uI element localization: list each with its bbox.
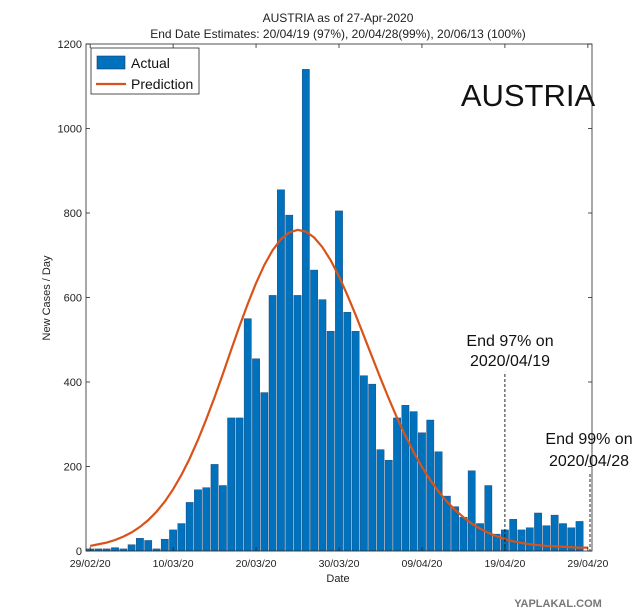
x-tick-label-5: 19/04/20 — [484, 558, 525, 570]
bar-day-40 — [418, 432, 426, 552]
y-tick-label-600: 600 — [64, 293, 82, 305]
bar-day-37 — [393, 417, 401, 552]
legend: Actual Prediction — [90, 47, 200, 95]
country-label: AUSTRIA — [461, 78, 596, 113]
annotation-97-line2: 2020/04/19 — [470, 353, 550, 370]
x-tick-label-0: 29/02/20 — [70, 558, 111, 570]
bar-day-39 — [409, 411, 418, 552]
bar-day-22 — [268, 295, 277, 552]
bar-day-51 — [509, 519, 518, 552]
annotation-97-line1: End 97% on — [466, 333, 553, 350]
legend-actual-label: Actual — [131, 55, 170, 71]
bar-day-30 — [335, 210, 343, 552]
x-tick-label-1: 10/03/20 — [153, 558, 194, 570]
bar-day-20 — [252, 358, 260, 552]
y-axis-ticks: 0 200 400 600 800 1000 1200 — [58, 39, 592, 558]
x-axis-label: Date — [326, 573, 349, 585]
bar-day-26 — [301, 69, 310, 552]
annotation-99-line2: 2020/04/28 — [549, 453, 629, 470]
y-tick-label-1200: 1200 — [58, 39, 82, 51]
bar-day-45 — [459, 517, 468, 552]
watermark-box — [484, 593, 632, 611]
bar-day-36 — [384, 459, 393, 552]
bar-day-38 — [401, 405, 410, 552]
bar-day-42 — [434, 451, 443, 552]
bar-day-52 — [517, 529, 526, 552]
y-tick-label-200: 200 — [64, 462, 82, 474]
x-tick-label-3: 30/03/20 — [319, 558, 360, 570]
watermark-text: YAPLAKAL.COM — [514, 598, 602, 610]
bar-day-31 — [343, 312, 352, 552]
bar-day-55 — [542, 525, 551, 552]
bar-day-28 — [318, 299, 327, 552]
chart-title: AUSTRIA as of 27-Apr-2020 — [263, 11, 414, 25]
y-tick-label-1000: 1000 — [58, 124, 82, 136]
bar-day-14 — [202, 487, 211, 552]
bar-day-13 — [194, 489, 202, 552]
bar-day-3 — [111, 547, 119, 552]
y-tick-label-0: 0 — [76, 546, 82, 558]
bar-day-24 — [285, 214, 294, 552]
bar-day-15 — [210, 464, 219, 552]
bar-day-6 — [136, 538, 144, 552]
bar-day-7 — [144, 540, 153, 552]
legend-actual-swatch — [96, 55, 126, 70]
bar-day-9 — [160, 538, 169, 552]
bar-day-53 — [525, 527, 534, 552]
end-date-markers — [504, 374, 591, 551]
y-tick-label-800: 800 — [64, 208, 82, 220]
x-tick-label-4: 09/04/20 — [402, 558, 443, 570]
x-tick-label-2: 20/03/20 — [236, 558, 277, 570]
legend-prediction-label: Prediction — [131, 76, 193, 92]
bar-day-41 — [426, 419, 435, 552]
bar-day-19 — [243, 318, 252, 552]
bar-day-34 — [368, 383, 377, 552]
bars-group — [86, 69, 584, 552]
bar-day-5 — [127, 544, 136, 552]
bar-day-35 — [376, 449, 385, 552]
bar-day-18 — [235, 417, 244, 552]
watermark: YAPLAKAL.COM — [484, 593, 632, 611]
bar-day-21 — [260, 392, 269, 552]
bar-day-25 — [293, 295, 302, 552]
bar-day-29 — [326, 331, 335, 552]
chart-subtitle: End Date Estimates: 20/04/19 (97%), 20/0… — [150, 27, 526, 41]
bar-day-32 — [351, 331, 360, 552]
bar-day-11 — [177, 523, 186, 552]
bar-day-33 — [360, 375, 368, 552]
y-tick-label-400: 400 — [64, 377, 82, 389]
bar-day-17 — [227, 417, 236, 552]
annotation-99-line1: End 99% on — [545, 431, 632, 448]
x-axis-ticks: 29/02/20 10/03/20 20/03/20 30/03/20 09/04/20… — [70, 44, 608, 570]
bar-day-16 — [219, 485, 227, 552]
bar-day-12 — [185, 502, 194, 552]
bar-day-27 — [310, 269, 318, 552]
bar-day-48 — [484, 485, 493, 552]
x-tick-label-6: 29/04/20 — [567, 558, 608, 570]
bar-day-46 — [467, 470, 476, 552]
legend-box — [90, 47, 200, 95]
y-axis-label: New Cases / Day — [41, 255, 53, 340]
